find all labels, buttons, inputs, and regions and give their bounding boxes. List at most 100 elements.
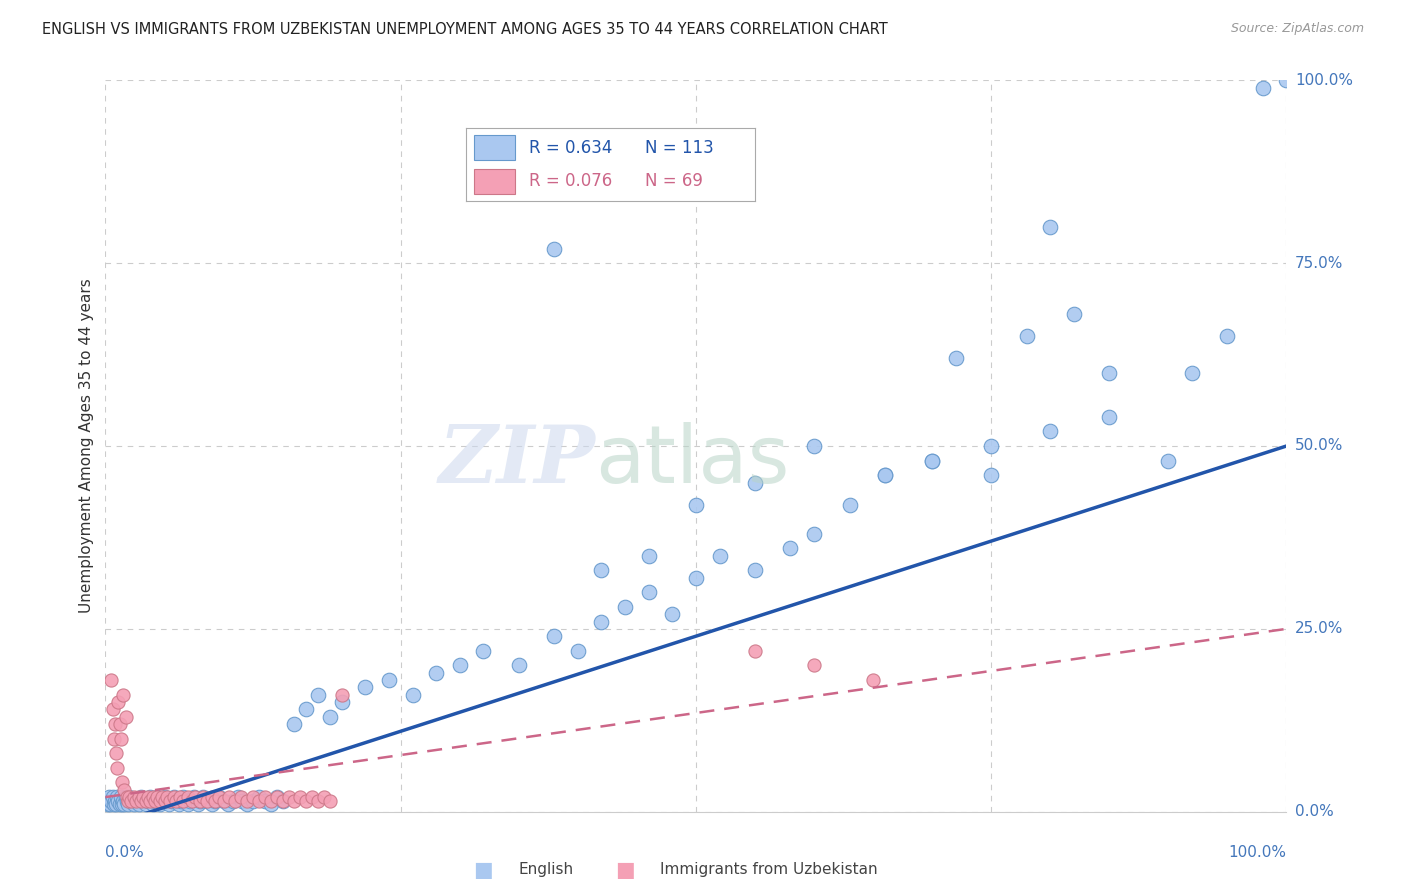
- Point: [1039, 219, 1062, 234]
- Point: [187, 797, 209, 812]
- Point: [179, 794, 201, 808]
- Point: [212, 794, 235, 808]
- Point: [838, 498, 860, 512]
- Point: [174, 794, 197, 808]
- Point: [159, 794, 181, 808]
- Point: [744, 644, 766, 658]
- Point: [167, 797, 190, 812]
- Point: [744, 475, 766, 490]
- Point: [1216, 329, 1239, 343]
- Point: [170, 794, 193, 808]
- Point: [307, 794, 329, 808]
- Point: [709, 549, 731, 563]
- Point: [165, 794, 187, 808]
- Point: [201, 797, 224, 812]
- Point: [100, 673, 122, 687]
- Point: [271, 794, 294, 808]
- Point: [165, 794, 187, 808]
- Point: [153, 794, 176, 808]
- Point: [135, 794, 157, 808]
- Y-axis label: Unemployment Among Ages 35 to 44 years: Unemployment Among Ages 35 to 44 years: [79, 278, 94, 614]
- Point: [117, 794, 139, 808]
- Point: [247, 794, 270, 808]
- Point: [242, 790, 264, 805]
- Point: [283, 717, 305, 731]
- Point: [108, 797, 131, 812]
- Point: [122, 797, 145, 812]
- Point: [172, 790, 194, 805]
- Point: [1098, 366, 1121, 380]
- Text: ■: ■: [616, 860, 636, 880]
- Point: [104, 794, 127, 808]
- Point: [188, 794, 211, 808]
- Point: [685, 498, 707, 512]
- Point: [108, 717, 131, 731]
- Point: [103, 797, 125, 812]
- Point: [180, 794, 202, 808]
- Point: [295, 702, 318, 716]
- Point: [150, 794, 173, 808]
- Point: [803, 439, 825, 453]
- Point: [253, 794, 276, 808]
- Point: [307, 688, 329, 702]
- Text: R = 0.634: R = 0.634: [529, 138, 613, 157]
- Point: [236, 794, 259, 808]
- Point: [125, 794, 148, 808]
- Point: [591, 615, 613, 629]
- Point: [921, 453, 943, 467]
- Point: [401, 688, 423, 702]
- Point: [122, 790, 145, 805]
- Text: 75.0%: 75.0%: [1295, 256, 1343, 270]
- Point: [156, 790, 179, 805]
- Point: [472, 644, 495, 658]
- Point: [1015, 329, 1038, 343]
- Point: [146, 790, 169, 805]
- Text: atlas: atlas: [596, 422, 790, 500]
- Point: [744, 563, 766, 577]
- Point: [149, 794, 172, 808]
- Point: [1063, 307, 1085, 321]
- Point: [1181, 366, 1204, 380]
- Point: [204, 794, 226, 808]
- Point: [105, 761, 128, 775]
- Text: R = 0.076: R = 0.076: [529, 172, 613, 190]
- Point: [107, 695, 129, 709]
- Point: [277, 790, 299, 805]
- Point: [247, 790, 270, 805]
- Point: [136, 790, 159, 805]
- Point: [128, 797, 150, 812]
- Text: 25.0%: 25.0%: [1295, 622, 1343, 636]
- Point: [160, 794, 183, 808]
- Point: [156, 794, 179, 808]
- Point: [921, 453, 943, 467]
- Point: [354, 681, 377, 695]
- Point: [1275, 73, 1298, 87]
- Point: [873, 468, 896, 483]
- Point: [449, 658, 471, 673]
- Point: [236, 797, 259, 812]
- Point: [103, 731, 125, 746]
- Point: [543, 629, 565, 643]
- Text: 100.0%: 100.0%: [1295, 73, 1353, 87]
- Point: [1098, 409, 1121, 424]
- Point: [115, 794, 138, 808]
- Point: [118, 790, 141, 805]
- Point: [114, 790, 136, 805]
- Text: ENGLISH VS IMMIGRANTS FROM UZBEKISTAN UNEMPLOYMENT AMONG AGES 35 TO 44 YEARS COR: ENGLISH VS IMMIGRANTS FROM UZBEKISTAN UN…: [42, 22, 889, 37]
- Point: [105, 790, 128, 805]
- Point: [222, 794, 245, 808]
- Point: [260, 794, 283, 808]
- Point: [132, 790, 155, 805]
- Point: [112, 688, 135, 702]
- Text: N = 113: N = 113: [645, 138, 714, 157]
- Point: [114, 709, 136, 723]
- Point: [112, 782, 135, 797]
- Point: [110, 790, 132, 805]
- Point: [330, 688, 353, 702]
- Point: [139, 794, 162, 808]
- Point: [112, 794, 135, 808]
- Point: [290, 790, 312, 805]
- Text: Source: ZipAtlas.com: Source: ZipAtlas.com: [1230, 22, 1364, 36]
- Point: [637, 585, 659, 599]
- Point: [567, 644, 589, 658]
